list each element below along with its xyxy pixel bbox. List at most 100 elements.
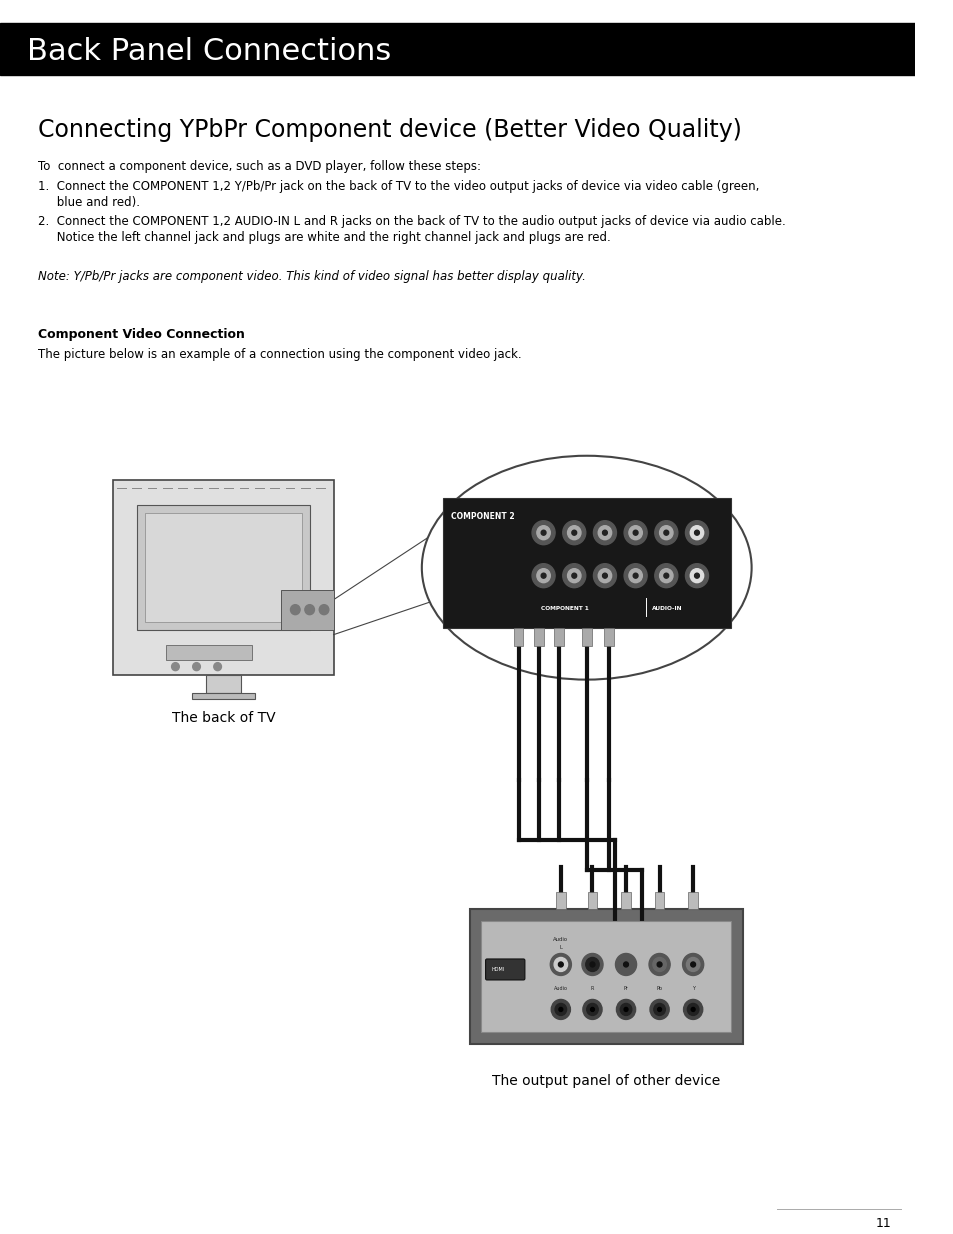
Text: The output panel of other device: The output panel of other device	[491, 1075, 720, 1088]
Circle shape	[172, 663, 179, 670]
Bar	[192, 692, 254, 698]
Circle shape	[690, 526, 703, 539]
Circle shape	[649, 1000, 668, 1019]
Text: The back of TV: The back of TV	[172, 711, 274, 724]
Circle shape	[305, 605, 314, 615]
Circle shape	[652, 958, 665, 971]
Text: Note: Y/Pb/Pr jacks are component video. This kind of video signal has better di: Note: Y/Pb/Pr jacks are component video.…	[38, 270, 585, 283]
Text: Audio: Audio	[553, 938, 568, 943]
Text: Back Panel Connections: Back Panel Connections	[27, 37, 391, 67]
Text: To  connect a component device, such as a DVD player, follow these steps:: To connect a component device, such as a…	[38, 160, 481, 173]
Circle shape	[567, 526, 580, 539]
Text: 1.  Connect the COMPONENT 1,2 Y/Pb/Pr jack on the back of TV to the video output: 1. Connect the COMPONENT 1,2 Y/Pb/Pr jac…	[38, 180, 759, 193]
Circle shape	[562, 521, 585, 544]
Circle shape	[618, 958, 632, 971]
Circle shape	[615, 954, 636, 975]
Text: Pb: Pb	[656, 986, 662, 991]
Circle shape	[685, 521, 708, 544]
Circle shape	[532, 521, 555, 544]
Text: Connecting YPbPr Component device (Better Video Quality): Connecting YPbPr Component device (Bette…	[38, 118, 741, 142]
Circle shape	[690, 569, 703, 582]
Bar	[469, 909, 742, 1044]
Circle shape	[558, 963, 562, 967]
Circle shape	[623, 1007, 627, 1012]
Circle shape	[602, 531, 607, 536]
Circle shape	[558, 1007, 562, 1012]
Text: The picture below is an example of a connection using the component video jack.: The picture below is an example of a con…	[38, 348, 521, 360]
Text: Y: Y	[691, 986, 694, 991]
Text: Audio: Audio	[554, 986, 567, 991]
Circle shape	[540, 573, 545, 579]
Bar	[581, 628, 591, 645]
Circle shape	[623, 963, 628, 967]
Bar	[145, 512, 302, 622]
Ellipse shape	[421, 455, 751, 680]
Circle shape	[598, 569, 611, 582]
Bar	[514, 628, 523, 645]
Bar	[556, 891, 565, 909]
Bar	[442, 497, 730, 628]
Circle shape	[616, 1000, 635, 1019]
Circle shape	[633, 531, 638, 536]
Circle shape	[653, 1003, 664, 1016]
Circle shape	[571, 531, 576, 536]
Circle shape	[694, 573, 699, 579]
Circle shape	[532, 564, 555, 587]
Circle shape	[582, 1000, 601, 1019]
Circle shape	[659, 569, 672, 582]
Text: 2.  Connect the COMPONENT 1,2 AUDIO-IN L and R jacks on the back of TV to the au: 2. Connect the COMPONENT 1,2 AUDIO-IN L …	[38, 215, 785, 228]
Circle shape	[581, 954, 602, 975]
Circle shape	[593, 521, 616, 544]
Circle shape	[633, 573, 638, 579]
Bar	[113, 480, 334, 675]
Circle shape	[290, 605, 300, 615]
Circle shape	[687, 1003, 699, 1016]
Circle shape	[593, 564, 616, 587]
Text: L: L	[558, 945, 561, 950]
Bar	[620, 891, 630, 909]
Circle shape	[691, 1007, 695, 1012]
Bar	[0, 23, 914, 75]
Circle shape	[628, 526, 641, 539]
Circle shape	[571, 573, 576, 579]
Circle shape	[602, 573, 607, 579]
Bar	[554, 628, 563, 645]
Text: Component Video Connection: Component Video Connection	[38, 328, 245, 341]
Circle shape	[663, 573, 668, 579]
Circle shape	[554, 958, 567, 971]
Circle shape	[555, 1003, 566, 1016]
Circle shape	[562, 564, 585, 587]
Circle shape	[690, 963, 695, 967]
Circle shape	[193, 663, 200, 670]
Circle shape	[657, 963, 661, 967]
Bar	[587, 891, 597, 909]
Circle shape	[682, 954, 703, 975]
Circle shape	[537, 526, 550, 539]
Bar	[166, 644, 252, 660]
Text: R: R	[590, 986, 594, 991]
Circle shape	[540, 531, 545, 536]
Circle shape	[659, 526, 672, 539]
Circle shape	[598, 526, 611, 539]
Bar	[654, 891, 663, 909]
Circle shape	[683, 1000, 702, 1019]
Circle shape	[694, 531, 699, 536]
Text: 11: 11	[875, 1217, 891, 1230]
Text: Notice the left channel jack and plugs are white and the right channel jack and : Notice the left channel jack and plugs a…	[38, 231, 611, 244]
Circle shape	[619, 1003, 631, 1016]
Circle shape	[567, 569, 580, 582]
Circle shape	[654, 521, 677, 544]
Bar	[534, 628, 543, 645]
Text: HDMI: HDMI	[492, 967, 504, 972]
Circle shape	[213, 663, 221, 670]
Circle shape	[586, 1003, 598, 1016]
Bar	[206, 675, 240, 692]
Circle shape	[654, 564, 677, 587]
Bar	[688, 891, 698, 909]
Circle shape	[551, 1000, 570, 1019]
Circle shape	[590, 963, 595, 967]
Circle shape	[685, 564, 708, 587]
Circle shape	[648, 954, 669, 975]
Text: COMPONENT 1: COMPONENT 1	[540, 606, 588, 611]
Bar	[480, 922, 731, 1033]
